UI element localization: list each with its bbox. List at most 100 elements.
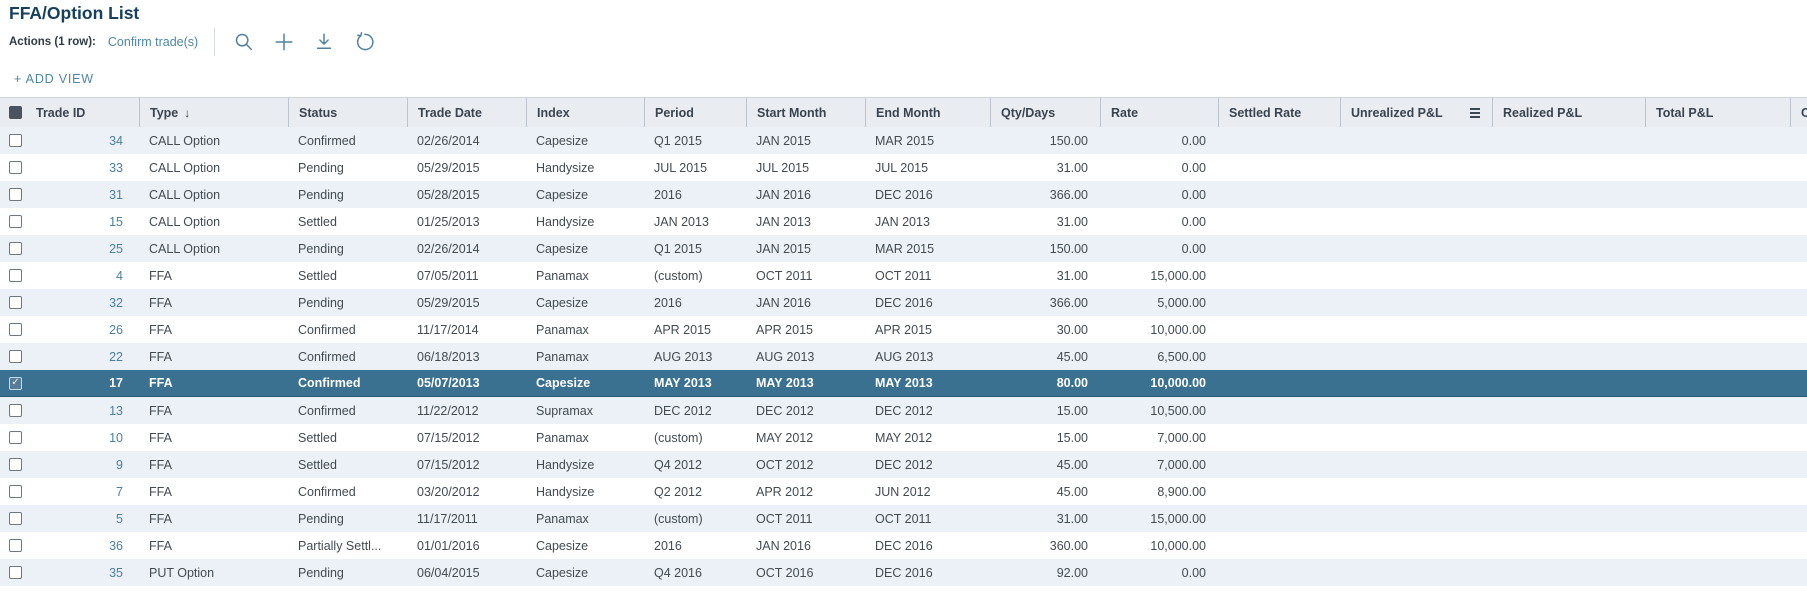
column-header-trade-id[interactable]: Trade ID (26, 98, 139, 127)
toolbar-divider (214, 28, 216, 56)
row-checkbox[interactable] (9, 269, 22, 282)
column-header-rate[interactable]: Rate (1100, 98, 1218, 127)
table-row[interactable]: 9 FFA Settled 07/15/2012 Handysize Q4 2012 OCT… (0, 451, 1807, 478)
trade-date-cell: 07/15/2012 (417, 457, 480, 472)
column-header-type[interactable]: Type ↓ (139, 98, 288, 127)
column-header-start-month[interactable]: Start Month (746, 98, 865, 127)
trade-id-link[interactable]: 13 (109, 403, 123, 418)
trade-id-link[interactable]: 26 (109, 322, 123, 337)
trade-id-link[interactable]: 7 (116, 484, 123, 499)
confirm-trades-link[interactable]: Confirm trade(s) (107, 35, 199, 49)
trade-id-link[interactable]: 34 (109, 133, 123, 148)
type-cell: CALL Option (149, 133, 221, 148)
trade-id-cell: 35 (26, 566, 139, 580)
table-body: 34 CALL Option Confirmed 02/26/2014 Capesize… (0, 127, 1807, 586)
trade-id-link[interactable]: 32 (109, 295, 123, 310)
trade-id-link[interactable]: 10 (109, 430, 123, 445)
start-month-cell: JUL 2015 (756, 160, 810, 175)
column-header-trade-date[interactable]: Trade Date (407, 98, 526, 127)
select-all-checkbox[interactable] (9, 106, 22, 119)
table-row[interactable]: 15 CALL Option Settled 01/25/2013 Handysize J… (0, 208, 1807, 235)
qty-days-cell: 80.00 (1056, 376, 1088, 390)
table-row[interactable]: 4 FFA Settled 07/05/2011 Panamax (custom) OCT … (0, 262, 1807, 289)
download-icon[interactable] (313, 31, 335, 53)
trade-id-cell: 13 (26, 404, 139, 418)
trade-id-link[interactable]: 25 (109, 241, 123, 256)
column-menu-icon[interactable] (1470, 107, 1482, 118)
rate-cell: 10,000.00 (1150, 376, 1206, 390)
rate-cell: 0.00 (1181, 160, 1206, 175)
table-row[interactable]: ✓ 17 FFA Confirmed 05/07/2013 Capesize MAY 201… (0, 370, 1807, 397)
trade-id-cell: 15 (26, 215, 139, 229)
row-checkbox[interactable] (9, 485, 22, 498)
trade-id-link[interactable]: 15 (109, 214, 123, 229)
trade-id-cell: 33 (26, 161, 139, 175)
row-checkbox[interactable] (9, 296, 22, 309)
row-checkbox[interactable] (9, 458, 22, 471)
table-row[interactable]: 36 FFA Partially Settl... 01/01/2016 Capesiz… (0, 532, 1807, 559)
table-row[interactable]: 32 FFA Pending 05/29/2015 Capesize 2016 JAN 20… (0, 289, 1807, 316)
trade-date-cell: 11/17/2014 (417, 322, 479, 337)
row-checkbox[interactable] (9, 350, 22, 363)
row-checkbox[interactable] (9, 242, 22, 255)
table-row[interactable]: 25 CALL Option Pending 02/26/2014 Capesize Q1… (0, 235, 1807, 262)
row-checkbox[interactable] (9, 539, 22, 552)
rate-cell: 6,500.00 (1157, 349, 1206, 364)
trade-id-link[interactable]: 4 (116, 268, 123, 283)
end-month-cell: JUL 2015 (875, 160, 929, 175)
column-header-end-month[interactable]: End Month (865, 98, 990, 127)
table-row[interactable]: 35 PUT Option Pending 06/04/2015 Capesize Q4 … (0, 559, 1807, 586)
search-icon[interactable] (233, 31, 255, 53)
column-header-realized-pl[interactable]: Realized P&L (1492, 98, 1645, 127)
column-header-label: Index (537, 105, 570, 120)
row-checkbox[interactable] (9, 215, 22, 228)
trade-id-link[interactable]: 9 (116, 457, 123, 472)
table-row[interactable]: 31 CALL Option Pending 05/28/2015 Capesize 20… (0, 181, 1807, 208)
table-row[interactable]: 34 CALL Option Confirmed 02/26/2014 Capesize… (0, 127, 1807, 154)
period-cell: Q1 2015 (654, 241, 702, 256)
trade-id-link[interactable]: 22 (109, 349, 123, 364)
row-checkbox[interactable] (9, 134, 22, 147)
table-row[interactable]: 22 FFA Confirmed 06/18/2013 Panamax AUG 2013 A… (0, 343, 1807, 370)
trade-id-link[interactable]: 33 (109, 160, 123, 175)
row-checkbox[interactable] (9, 188, 22, 201)
status-cell: Pending (298, 511, 344, 526)
column-header-clipped-column[interactable]: C (1790, 98, 1807, 127)
trade-id-cell: 36 (26, 539, 139, 553)
row-checkbox[interactable] (9, 404, 22, 417)
row-checkbox[interactable] (9, 566, 22, 579)
column-header-settled-rate[interactable]: Settled Rate (1218, 98, 1340, 127)
trade-id-link[interactable]: 5 (116, 511, 123, 526)
table-row[interactable]: 10 FFA Settled 07/15/2012 Panamax (custom) MAY… (0, 424, 1807, 451)
reset-icon[interactable] (353, 31, 375, 53)
column-header-index[interactable]: Index (526, 98, 644, 127)
row-checkbox[interactable] (9, 512, 22, 525)
row-checkbox[interactable] (9, 161, 22, 174)
table-row[interactable]: 26 FFA Confirmed 11/17/2014 Panamax APR 2015 A… (0, 316, 1807, 343)
period-cell: AUG 2013 (654, 349, 713, 364)
row-checkbox[interactable]: ✓ (9, 376, 22, 390)
column-header-qty-days[interactable]: Qty/Days (990, 98, 1100, 127)
column-header-unrealized-pl[interactable]: Unrealized P&L (1340, 98, 1492, 127)
column-header-period[interactable]: Period (644, 98, 746, 127)
trade-date-cell: 06/04/2015 (417, 565, 480, 580)
column-header-label: Status (299, 105, 338, 120)
table-row[interactable]: 5 FFA Pending 11/17/2011 Panamax (custom) OCT … (0, 505, 1807, 532)
trade-id-link[interactable]: 17 (109, 376, 123, 390)
trade-id-link[interactable]: 31 (109, 187, 123, 202)
add-view-button[interactable]: + ADD VIEW (14, 72, 94, 86)
table-row[interactable]: 33 CALL Option Pending 05/29/2015 Handysize J… (0, 154, 1807, 181)
column-header-status[interactable]: Status (288, 98, 407, 127)
table-row[interactable]: 7 FFA Confirmed 03/20/2012 Handysize Q2 2012 A… (0, 478, 1807, 505)
toolbar-icon-group (233, 31, 375, 53)
add-icon[interactable] (273, 31, 295, 53)
table-row[interactable]: 13 FFA Confirmed 11/22/2012 Supramax DEC 2012… (0, 397, 1807, 424)
column-header-total-pl[interactable]: Total P&L (1645, 98, 1790, 127)
trade-id-link[interactable]: 36 (109, 538, 123, 553)
row-checkbox[interactable] (9, 323, 22, 336)
rate-cell: 10,000.00 (1150, 538, 1206, 553)
row-checkbox[interactable] (9, 431, 22, 444)
index-cell: Capesize (536, 538, 589, 553)
trade-id-link[interactable]: 35 (109, 565, 123, 580)
rate-cell: 0.00 (1181, 133, 1206, 148)
